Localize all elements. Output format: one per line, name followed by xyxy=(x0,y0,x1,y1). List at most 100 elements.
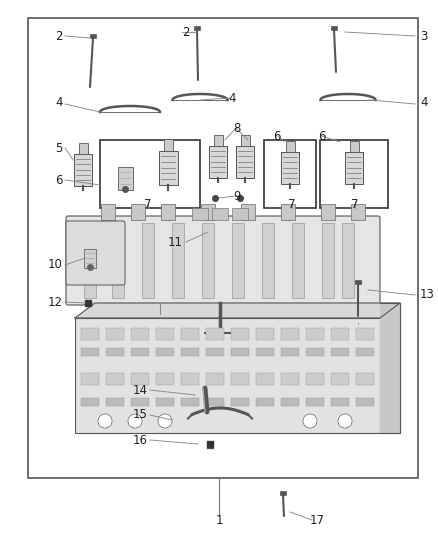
Text: 15: 15 xyxy=(133,408,148,422)
Circle shape xyxy=(158,414,172,428)
Bar xyxy=(331,373,349,385)
Bar xyxy=(181,398,199,406)
Bar xyxy=(206,373,224,385)
Text: 2: 2 xyxy=(56,29,63,43)
Bar xyxy=(75,318,380,433)
Text: 2: 2 xyxy=(182,26,190,38)
Bar xyxy=(118,167,133,190)
FancyBboxPatch shape xyxy=(66,221,125,285)
Bar xyxy=(331,328,349,340)
Bar xyxy=(256,398,274,406)
Bar xyxy=(161,204,175,220)
Bar xyxy=(306,328,324,340)
Bar xyxy=(181,373,199,385)
Bar xyxy=(131,204,145,220)
Bar xyxy=(192,208,208,220)
Bar xyxy=(351,204,365,220)
Circle shape xyxy=(98,414,112,428)
Bar xyxy=(79,143,88,154)
Bar xyxy=(241,204,255,220)
Bar xyxy=(231,373,249,385)
Bar xyxy=(131,373,149,385)
Polygon shape xyxy=(75,303,400,318)
Circle shape xyxy=(128,414,142,428)
Bar xyxy=(256,348,274,356)
Bar xyxy=(90,34,96,38)
Bar xyxy=(181,328,199,340)
Bar xyxy=(202,223,214,298)
Text: 6: 6 xyxy=(273,130,281,142)
Bar xyxy=(356,373,374,385)
Bar xyxy=(206,398,224,406)
Bar xyxy=(281,348,299,356)
Bar xyxy=(81,348,99,356)
Bar xyxy=(264,140,316,208)
Text: 6: 6 xyxy=(318,130,326,142)
Bar xyxy=(350,141,359,152)
Bar xyxy=(342,223,354,298)
Bar xyxy=(345,152,363,184)
Bar xyxy=(306,373,324,385)
Text: 7: 7 xyxy=(351,198,359,211)
Bar xyxy=(214,135,223,146)
Bar xyxy=(156,398,174,406)
Bar xyxy=(84,249,96,268)
Polygon shape xyxy=(380,303,400,433)
Bar xyxy=(320,140,388,208)
Bar xyxy=(331,26,337,30)
Text: 9: 9 xyxy=(233,190,240,203)
Bar xyxy=(28,18,418,478)
Bar xyxy=(159,151,178,185)
Bar xyxy=(281,152,299,184)
Text: 10: 10 xyxy=(48,259,63,271)
Text: 11: 11 xyxy=(168,236,183,248)
Bar xyxy=(156,373,174,385)
Bar xyxy=(106,328,124,340)
Bar xyxy=(322,223,334,298)
Bar xyxy=(331,348,349,356)
Bar xyxy=(232,208,248,220)
Bar xyxy=(231,328,249,340)
Bar xyxy=(84,223,96,298)
Bar xyxy=(81,328,99,340)
Bar xyxy=(231,348,249,356)
Bar xyxy=(156,328,174,340)
Circle shape xyxy=(338,414,352,428)
Bar xyxy=(206,328,224,340)
Bar xyxy=(281,398,299,406)
Bar xyxy=(281,204,295,220)
Bar xyxy=(106,348,124,356)
Bar xyxy=(281,328,299,340)
Bar xyxy=(131,398,149,406)
FancyBboxPatch shape xyxy=(66,216,380,305)
Text: 17: 17 xyxy=(310,513,325,527)
Bar xyxy=(209,146,227,178)
Bar xyxy=(256,328,274,340)
Text: 8: 8 xyxy=(233,122,240,134)
Text: 7: 7 xyxy=(288,198,296,211)
Text: 14: 14 xyxy=(133,384,148,397)
Bar xyxy=(356,348,374,356)
Bar xyxy=(212,208,228,220)
Bar xyxy=(256,373,274,385)
Bar xyxy=(206,348,224,356)
Text: 16: 16 xyxy=(133,433,148,447)
Bar xyxy=(100,140,200,208)
Text: 4: 4 xyxy=(228,92,236,104)
Bar xyxy=(131,328,149,340)
Bar xyxy=(280,491,286,495)
Text: 1: 1 xyxy=(215,513,223,527)
Bar xyxy=(131,348,149,356)
Bar xyxy=(292,223,304,298)
Circle shape xyxy=(303,414,317,428)
Bar xyxy=(321,204,335,220)
Text: 4: 4 xyxy=(56,96,63,109)
Text: 6: 6 xyxy=(56,174,63,187)
Text: 7: 7 xyxy=(144,198,152,211)
Bar xyxy=(181,348,199,356)
Bar xyxy=(281,373,299,385)
Bar xyxy=(286,141,295,152)
Bar xyxy=(355,280,361,284)
Text: 4: 4 xyxy=(420,96,427,109)
Text: 3: 3 xyxy=(420,29,427,43)
